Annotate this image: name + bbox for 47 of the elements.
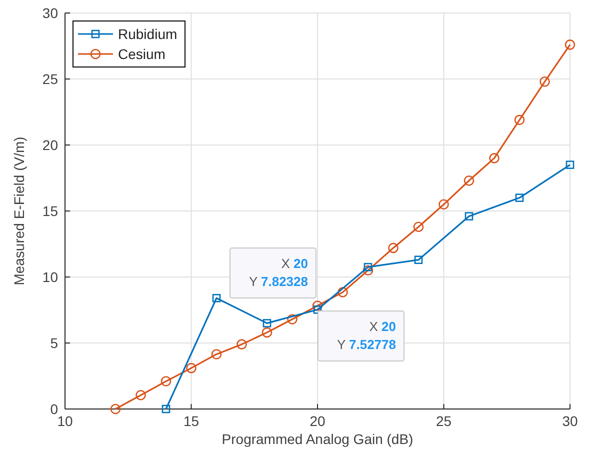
y-tick-label: 5	[50, 335, 58, 351]
point	[364, 262, 372, 272]
point	[110, 404, 121, 414]
point	[362, 265, 374, 276]
x-axis-title: Programmed Analog Gain (dB)	[222, 431, 414, 447]
point	[564, 40, 576, 50]
point	[540, 76, 550, 87]
point	[313, 305, 322, 314]
y-tick-label: 0	[50, 401, 58, 417]
point	[212, 294, 221, 302]
point	[160, 376, 172, 386]
annotation: Y 7.82328	[248, 274, 308, 289]
x-tick-label: 15	[183, 413, 200, 429]
legend-label: Rubidium	[118, 26, 178, 42]
point	[489, 153, 500, 164]
point	[464, 175, 474, 186]
point	[514, 114, 525, 126]
point	[388, 242, 398, 254]
x-tick-label: 20	[310, 413, 326, 429]
point	[312, 300, 323, 311]
point	[211, 349, 222, 360]
point	[438, 199, 449, 210]
point	[464, 212, 474, 220]
point	[262, 327, 272, 338]
legend-label: Cesium	[118, 46, 166, 62]
point	[566, 160, 574, 169]
point	[136, 390, 146, 400]
point	[287, 314, 298, 324]
point	[338, 287, 348, 298]
point	[413, 222, 424, 232]
y-tick-label: 30	[42, 5, 58, 21]
x-tick-label: 30	[562, 413, 578, 429]
x-tick-label: 25	[436, 413, 452, 429]
y-tick-label: 10	[42, 269, 58, 285]
point	[262, 319, 272, 328]
annotation: Y 7.52778	[336, 337, 396, 352]
point	[186, 362, 196, 374]
annotation: X 20	[281, 256, 308, 271]
y-tick-label: 15	[42, 203, 58, 219]
point	[515, 194, 524, 202]
y-tick-label: 25	[42, 71, 58, 87]
point	[236, 339, 247, 350]
y-tick-label: 20	[42, 137, 58, 153]
annotation: X 20	[369, 319, 396, 334]
y-axis-title: Measured E-Field (V/m)	[11, 136, 27, 286]
point	[414, 256, 423, 264]
point	[162, 404, 170, 414]
